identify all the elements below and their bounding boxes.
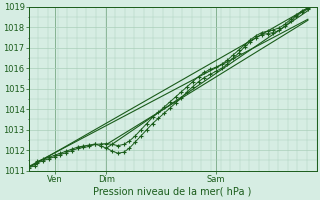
X-axis label: Pression niveau de la mer( hPa ): Pression niveau de la mer( hPa ): [93, 187, 252, 197]
